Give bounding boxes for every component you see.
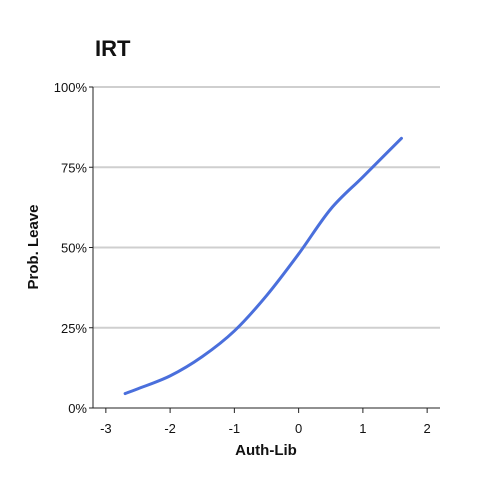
y-tick-label: 75%	[61, 160, 87, 175]
y-tick-label: 100%	[54, 80, 88, 95]
y-tick-label: 50%	[61, 241, 87, 256]
x-tick-label: -3	[100, 421, 112, 436]
series	[125, 138, 401, 393]
y-tick-label: 25%	[61, 321, 87, 336]
y-axis-title: Prob. Leave	[25, 204, 42, 289]
ticks: 0% 25% 50% 75% 100% -3 -2 -1 0 1 2	[54, 80, 431, 436]
x-axis-title: Auth-Lib	[235, 442, 297, 459]
x-tick-label: 2	[424, 421, 431, 436]
x-tick-label: -2	[164, 421, 176, 436]
chart-title: IRT	[95, 36, 131, 61]
x-tick-label: 0	[295, 421, 302, 436]
series-line	[125, 138, 401, 393]
grid-lines	[93, 87, 440, 328]
x-tick-label: 1	[359, 421, 366, 436]
y-tick-label: 0%	[68, 401, 87, 416]
x-tick-label: -1	[229, 421, 241, 436]
